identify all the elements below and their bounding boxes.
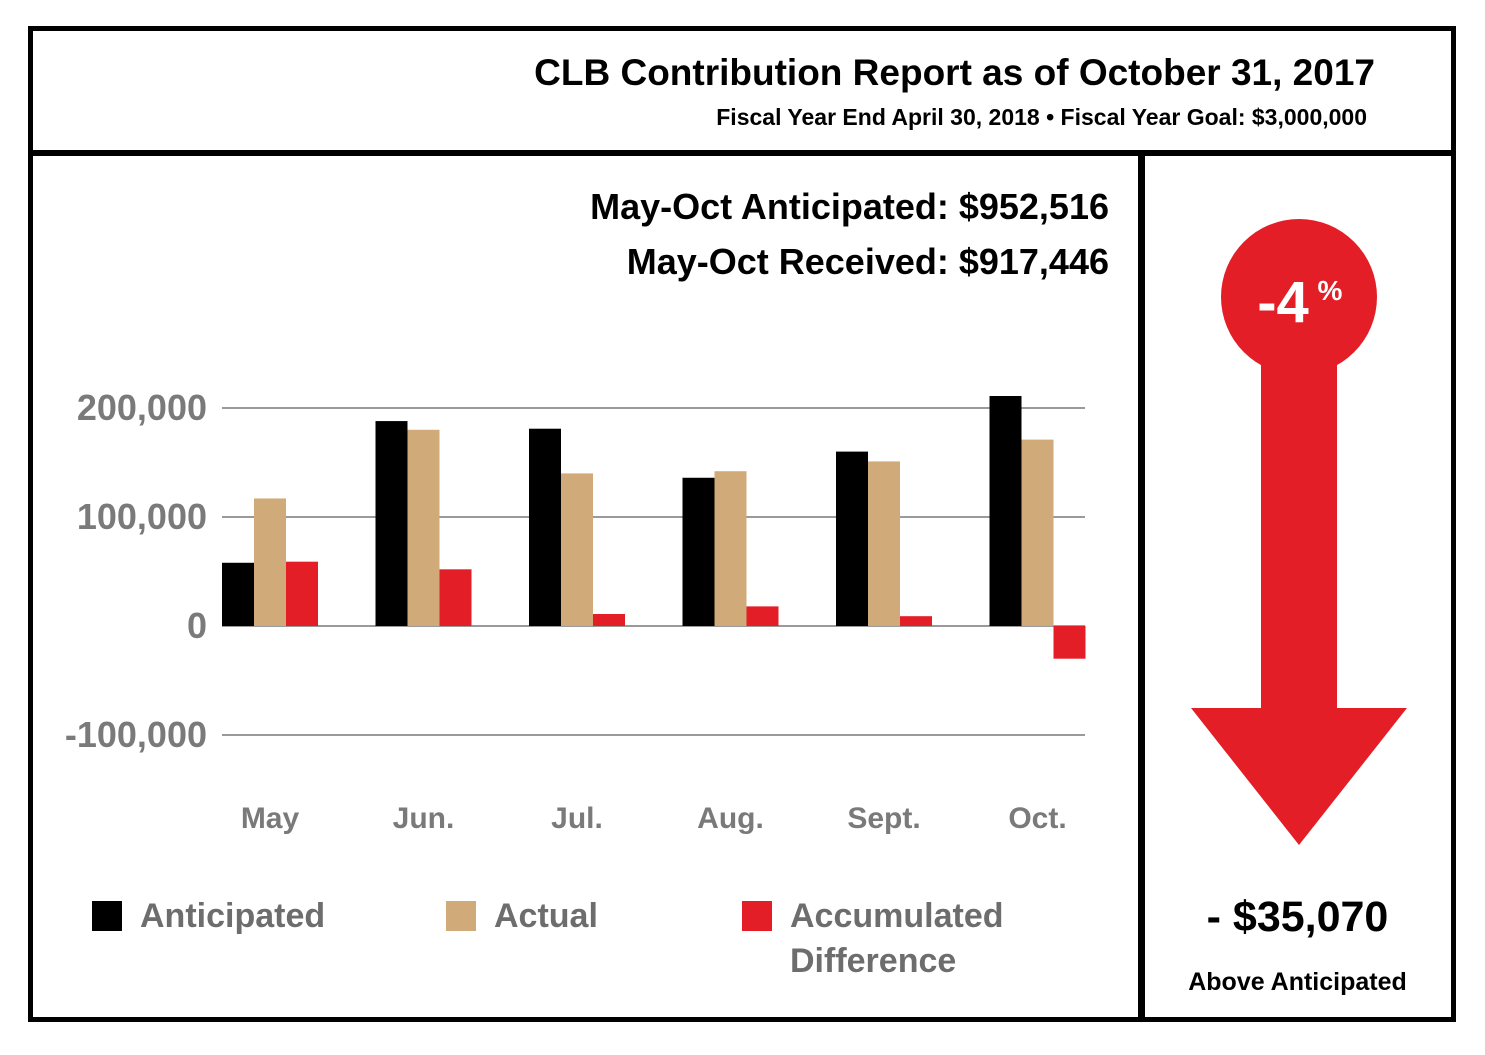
difference-caption: Above Anticipated xyxy=(1188,968,1407,996)
header-divider xyxy=(28,150,1456,156)
percent-value: -4 xyxy=(1257,270,1309,335)
legend-swatch-anticipated xyxy=(92,901,122,931)
axis-labels: 200,000 100,000 0 -100,000 May Jun. Jul. Aug. Se… xyxy=(65,387,1067,835)
legend-label-anticipated: Anticipated xyxy=(140,897,326,935)
arrow-shape xyxy=(1191,320,1407,845)
report-subtitle: Fiscal Year End April 30, 2018 • Fiscal … xyxy=(716,104,1367,130)
y-tick-label: 100,000 xyxy=(77,496,207,537)
bar xyxy=(286,561,318,626)
bar xyxy=(593,614,625,626)
report-frame xyxy=(28,26,1456,1022)
x-tick-label: Jul. xyxy=(551,802,603,835)
legend-label-accumulated-line1: Accumulated xyxy=(790,897,1004,935)
bar xyxy=(529,428,561,626)
contribution-bar-chart: 200,000 100,000 0 -100,000 May Jun. Jul. Aug. Se… xyxy=(65,387,1086,835)
bars xyxy=(222,396,1086,659)
bar xyxy=(836,451,868,626)
bar xyxy=(714,471,747,626)
bar xyxy=(868,461,900,626)
percent-sign: % xyxy=(1318,275,1343,306)
bar xyxy=(682,477,715,626)
y-tick-label: -100,000 xyxy=(65,714,207,755)
x-tick-label: Sept. xyxy=(847,802,920,835)
y-tick-label: 0 xyxy=(187,605,207,646)
bar xyxy=(254,498,286,626)
bar xyxy=(1021,439,1054,626)
legend-label-actual: Actual xyxy=(494,897,598,935)
legend-label-accumulated-line2: Difference xyxy=(790,942,957,980)
received-summary: May-Oct Received: $917,446 xyxy=(626,241,1109,282)
x-tick-label: Oct. xyxy=(1008,802,1066,835)
gridlines xyxy=(222,407,1085,736)
legend-swatch-actual xyxy=(446,901,476,931)
y-tick-label: 200,000 xyxy=(77,387,207,428)
bar xyxy=(561,473,593,626)
difference-amount: - $35,070 xyxy=(1206,893,1389,941)
bar xyxy=(989,396,1022,626)
bar xyxy=(746,606,779,626)
report-title: CLB Contribution Report as of October 31… xyxy=(534,52,1375,93)
x-tick-label: Aug. xyxy=(697,802,764,835)
x-tick-label: Jun. xyxy=(393,802,455,835)
bar xyxy=(222,562,254,626)
bar xyxy=(375,421,408,626)
bar xyxy=(407,429,440,626)
bar xyxy=(1053,626,1086,659)
bar xyxy=(439,569,472,626)
x-tick-label: May xyxy=(241,802,300,835)
panel-divider xyxy=(1138,150,1145,1018)
legend-swatch-accumulated-difference xyxy=(742,901,772,931)
percent-badge xyxy=(1221,219,1377,375)
bar xyxy=(900,616,932,626)
anticipated-summary: May-Oct Anticipated: $952,516 xyxy=(590,186,1109,227)
